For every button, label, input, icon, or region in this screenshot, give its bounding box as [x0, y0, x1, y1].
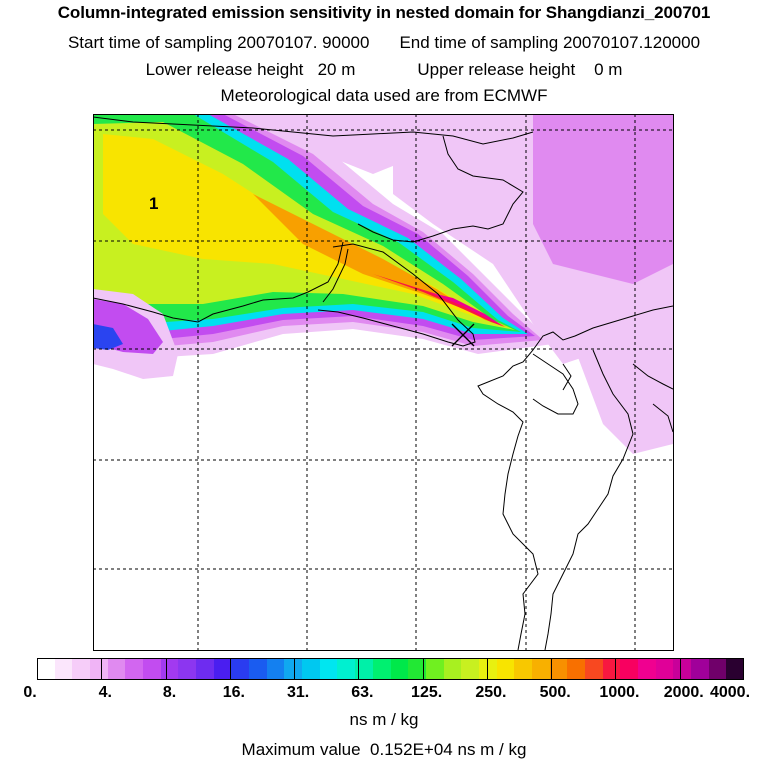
met-data-line: Meteorological data used are from ECMWF	[220, 86, 548, 105]
color-scale-cell	[373, 658, 391, 680]
emission-sensitivity-map: 1	[93, 114, 674, 651]
map-frame	[93, 114, 674, 651]
color-scale-cell	[161, 658, 178, 680]
coastline	[322, 248, 349, 303]
color-scale-cell	[55, 658, 72, 680]
color-scale-tick-label: 31.	[286, 684, 310, 701]
plot-title: Column-integrated emission sensitivity i…	[57, 3, 711, 22]
end-time-value: 20070107.120000	[562, 33, 701, 52]
maximum-value-line: Maximum value 0.152E+04 ns m / kg	[0, 740, 768, 760]
lower-height-label: Lower release height	[145, 60, 304, 79]
color-scale-cell	[532, 658, 550, 680]
color-scale-tick-label: 4.	[98, 684, 112, 701]
border-line	[93, 116, 534, 145]
color-scale-cell	[426, 658, 444, 680]
color-scale-cell	[726, 658, 744, 680]
lat-lon-grid	[93, 114, 673, 650]
border-line	[93, 241, 344, 323]
color-scale-cell	[249, 658, 267, 680]
color-scale-cell	[143, 658, 161, 680]
color-scale-tick-label: 63.	[351, 684, 374, 701]
receptor-x-cross-icon	[451, 323, 475, 347]
color-scale-tick-label: 0.	[23, 684, 37, 701]
color-scale-cell	[108, 658, 125, 680]
color-scale-tick-label: 1000.	[599, 684, 640, 701]
color-scale-tick-label: 250.	[475, 684, 507, 701]
coastline	[632, 363, 673, 390]
sensitivity-area-medium-northeast	[593, 114, 673, 234]
coastline	[532, 353, 579, 415]
start-time-value: 20070107. 90000	[237, 33, 370, 52]
border-line	[357, 135, 524, 243]
color-scale-cell	[284, 658, 302, 680]
coastline	[652, 403, 673, 433]
color-scale-cell	[90, 658, 108, 680]
color-scale-tick-label: 500.	[539, 684, 571, 701]
color-scale-cell	[302, 658, 320, 680]
color-scale-cell	[337, 658, 355, 680]
region-label: 1	[149, 194, 158, 213]
color-scale-cell	[355, 658, 373, 680]
coastline	[562, 363, 572, 391]
coastline	[477, 305, 673, 650]
color-scale-cell	[461, 658, 479, 680]
color-scale-cell	[673, 658, 691, 680]
coastline	[544, 349, 634, 650]
maximum-value-label: Maximum value	[241, 740, 361, 759]
color-scale-cell	[620, 658, 638, 680]
color-scale-cell	[72, 658, 90, 680]
maximum-value: 0.152E+04 ns m / kg	[370, 740, 527, 759]
end-time-label: End time of sampling	[399, 33, 559, 52]
color-scale-cell	[585, 658, 603, 680]
color-scale-cell	[391, 658, 408, 680]
lower-height-value: 20 m	[317, 60, 356, 79]
color-scale-cell	[214, 658, 231, 680]
color-scale-cell	[709, 658, 726, 680]
color-scale-tick-label: 125.	[411, 684, 443, 701]
plume-band-orange	[253, 194, 507, 327]
release-heights-line: Lower release height 20 m Upper release h…	[0, 60, 768, 80]
upper-height-value: 0 m	[594, 60, 623, 79]
sensitivity-area-low-east-lower	[573, 334, 673, 454]
color-scale-cell	[320, 658, 337, 680]
color-scale-tick-label: 4000.	[709, 684, 751, 701]
sensitivity-area-southwest-blue	[93, 324, 123, 350]
color-scale-cell	[567, 658, 585, 680]
color-scale-cell	[178, 658, 196, 680]
plume-band-red	[373, 274, 505, 327]
color-scale-bar	[37, 658, 744, 680]
sampling-times-line: Start time of sampling 20070107. 90000 En…	[0, 33, 768, 53]
color-scale-cell	[656, 658, 673, 680]
start-time-label: Start time of sampling	[67, 33, 233, 52]
upper-height-label: Upper release height	[417, 60, 576, 79]
color-scale-cell	[196, 658, 214, 680]
color-scale-cell	[125, 658, 143, 680]
color-scale-cell	[691, 658, 709, 680]
color-scale-cell	[408, 658, 426, 680]
color-scale-units: ns m / kg	[349, 710, 419, 729]
color-scale-tick-label: 8.	[162, 684, 177, 701]
color-scale-tick-label: 2000.	[663, 684, 704, 701]
color-scale-cell	[37, 658, 55, 680]
color-scale-cell	[638, 658, 656, 680]
color-scale-cell	[267, 658, 284, 680]
sensitivity-field	[93, 114, 673, 650]
color-scale-cell	[550, 658, 567, 680]
color-scale-cell	[514, 658, 532, 680]
color-scale-tick-label: 16.	[222, 684, 245, 701]
coastlines	[93, 116, 673, 650]
coastline	[317, 243, 476, 347]
color-scale-cell	[231, 658, 249, 680]
color-scale-cell	[444, 658, 461, 680]
color-scale-cell	[603, 658, 620, 680]
color-scale-cell	[497, 658, 514, 680]
